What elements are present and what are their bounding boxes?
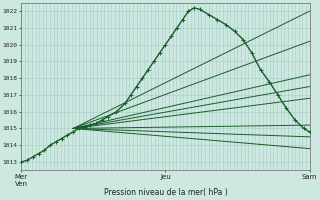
X-axis label: Pression niveau de la mer( hPa ): Pression niveau de la mer( hPa ): [103, 188, 227, 197]
